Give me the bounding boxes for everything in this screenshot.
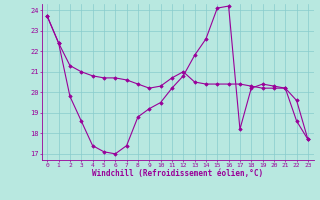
- X-axis label: Windchill (Refroidissement éolien,°C): Windchill (Refroidissement éolien,°C): [92, 169, 263, 178]
